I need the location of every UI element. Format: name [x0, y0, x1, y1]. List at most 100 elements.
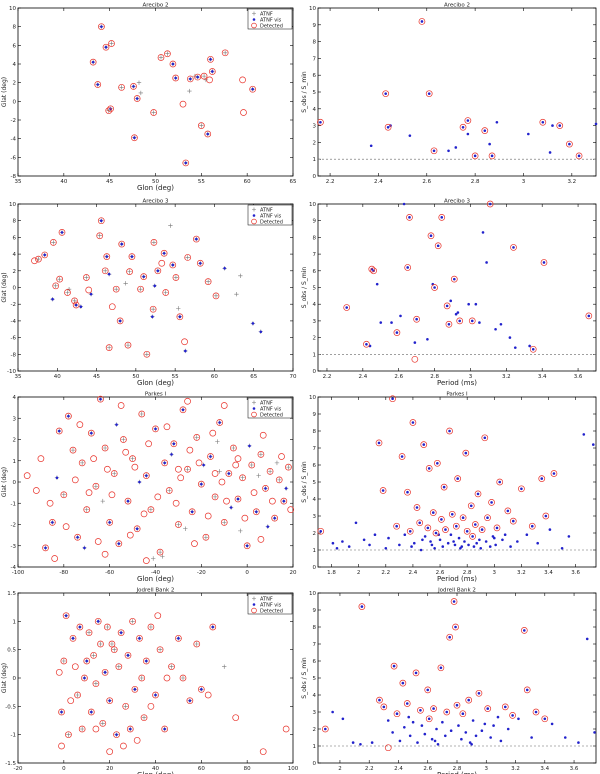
y-tick-label: -8 [11, 352, 17, 358]
data-point-dot [163, 727, 166, 731]
y-tick-label: 4 [313, 107, 317, 113]
x-tick-label: 3 [522, 179, 526, 185]
legend-entry: ATNF [260, 400, 273, 406]
data-point-dot [100, 25, 103, 28]
data-point-plus [65, 290, 70, 295]
data-point-circle [462, 449, 470, 457]
data-point-plus [240, 475, 245, 480]
data-point-dot [449, 533, 453, 536]
data-point-dot [480, 729, 484, 732]
data-point-dot [488, 142, 491, 146]
x-tick-label: 2.6 [422, 179, 431, 185]
data-point-dot [133, 136, 136, 140]
data-point-dot [506, 509, 510, 513]
data-point-dot [381, 489, 385, 492]
data-point-dot [473, 154, 477, 158]
x-tick-label: 2.4 [358, 374, 367, 380]
data-point-dot [464, 731, 468, 734]
data-point-circle [195, 459, 203, 467]
series-atnf-vis [44, 397, 288, 550]
data-point-circle [126, 531, 134, 539]
data-point-dot [511, 519, 515, 523]
legend-entry: Detected [260, 219, 283, 225]
chart-panel-3: Arecibo 3 35 40 45 50 55 60 65 70 -10 -8 -6 -4 -2 0 2 4 6… [1, 199, 297, 388]
data-point-circle [147, 623, 155, 631]
data-point-circle [510, 244, 517, 251]
data-point-circle [204, 130, 212, 138]
data-point-circle [150, 239, 158, 246]
data-point-dot [438, 538, 442, 542]
data-point-plus [217, 469, 222, 474]
data-point-dot [567, 535, 571, 538]
data-point-circle [164, 50, 171, 58]
data-point-dot [223, 266, 226, 270]
data-point-circle [182, 159, 190, 167]
data-point-circle [118, 240, 126, 248]
data-point-circle [169, 261, 177, 269]
data-point-circle [60, 657, 68, 665]
data-point-dot [378, 698, 381, 702]
y-tick-label: 1 [313, 744, 317, 750]
x-tick-label: -100 [12, 570, 25, 576]
data-point-plus [112, 471, 117, 476]
data-point-circle [140, 273, 148, 280]
data-point-dot [466, 119, 470, 122]
y-tick-label: 2 [313, 140, 317, 146]
data-point-dot [375, 282, 379, 286]
data-point-dot [351, 741, 355, 744]
data-point-dot [408, 134, 412, 137]
y-tick-label: 7 [313, 642, 317, 648]
data-point-dot [582, 433, 586, 436]
data-point-dot [138, 480, 141, 484]
data-point-dot [96, 83, 100, 86]
legend-marker-plus [252, 596, 256, 601]
data-point-dot [184, 161, 188, 165]
x-axis-label: Glon (deg) [137, 184, 174, 192]
data-point-dot [426, 337, 429, 341]
data-point-circle [431, 284, 438, 291]
y-tick-label: 7 [313, 252, 317, 258]
data-point-circle [129, 617, 136, 625]
data-point-dot [419, 548, 423, 552]
data-point-dot [108, 699, 111, 702]
y-tick-label: 3 [313, 514, 317, 520]
data-point-dot [433, 547, 436, 550]
data-point-dot [153, 284, 157, 288]
legend-marker-plus [252, 400, 256, 405]
data-point-dot [543, 717, 547, 721]
data-point-circle [234, 495, 242, 503]
data-point-circle [152, 425, 159, 433]
data-point-circle [108, 491, 116, 499]
data-point-circle [172, 74, 180, 82]
data-point-dot [486, 516, 489, 519]
data-point-dot [172, 442, 176, 446]
data-point-dot [85, 659, 89, 663]
data-point-circle [432, 529, 440, 537]
data-point-circle [468, 317, 476, 325]
data-point-dot [423, 535, 427, 538]
data-point-circle [161, 725, 169, 733]
y-tick-label: 8 [313, 625, 317, 631]
data-point-dot [591, 443, 595, 446]
data-point-dot [511, 714, 514, 717]
x-tick-label: 1.8 [327, 570, 336, 576]
series-detected [343, 200, 593, 363]
data-point-plus [222, 50, 228, 55]
data-point-circle [541, 715, 549, 723]
data-point-circle [459, 514, 467, 522]
data-point-dot [264, 487, 267, 490]
data-point-dot [525, 688, 529, 692]
y-tick-label: 2 [313, 727, 317, 733]
y-axis-label: S_obs / S_min [301, 71, 308, 113]
data-point-circle [380, 703, 388, 711]
x-tick-label: 50 [132, 374, 139, 380]
data-point-circle [186, 75, 194, 83]
x-tick-label: 35 [15, 179, 22, 185]
data-point-circle [384, 123, 392, 131]
series-atnf-vis [319, 397, 595, 552]
data-point-plus [130, 619, 135, 624]
data-point-circle [83, 506, 91, 513]
data-point-dot [142, 275, 146, 278]
y-axis-label: Glat (deg) [1, 663, 8, 693]
legend-marker-dot [252, 603, 256, 606]
